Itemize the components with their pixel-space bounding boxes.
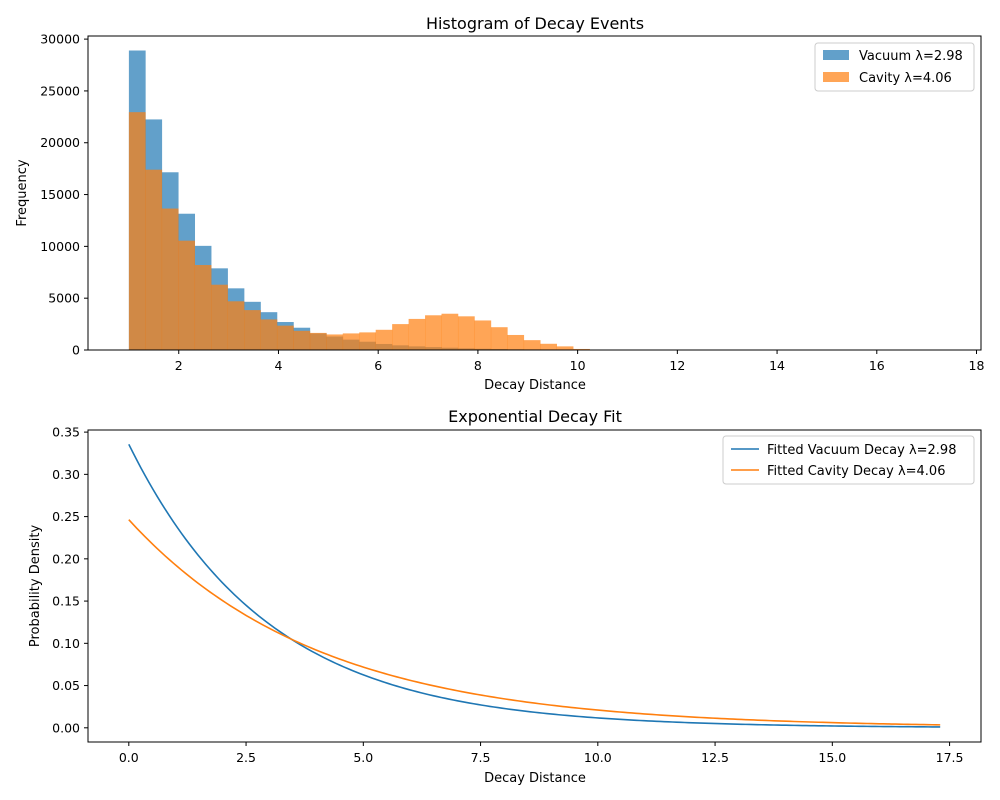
histogram-bar [211,284,228,350]
histogram-x-axis-label: Decay Distance [484,378,586,393]
x-tick-label: 2 [175,358,183,373]
y-tick-label: 0.10 [52,636,80,651]
histogram-axes-frame [87,35,982,351]
histogram-bar [523,340,541,350]
decay-fit-y-axis-label: Probability Density [28,525,43,648]
x-tick-label: 16 [869,358,885,373]
x-tick-label: 4 [274,358,282,373]
histogram-bar [457,316,475,350]
y-tick-label: 0.15 [52,594,80,609]
x-tick-label: 0.0 [119,750,139,765]
y-tick-label: 0.25 [52,509,80,524]
histogram-title: Histogram of Decay Events [426,14,644,33]
decay-fit-legend: Fitted Vacuum Decay λ=2.98 Fitted Cavity… [722,435,975,485]
y-tick-label: 15000 [40,187,80,202]
y-tick-label: 0.05 [52,678,80,693]
x-tick-label: 6 [374,358,382,373]
decay-fit-title: Exponential Decay Fit [448,407,622,426]
histogram-chart: Histogram of Decay Events 2 4 6 8 10 12 14 16 18… [15,14,985,393]
x-tick-label: 7.5 [471,750,491,765]
histogram-legend-box [814,42,975,92]
histogram-bars [128,50,788,351]
histogram-bar [359,332,376,350]
legend-label-fitted-vacuum: Fitted Vacuum Decay λ=2.98 [767,443,956,458]
x-tick-label: 8 [474,358,482,373]
decay-fit-y-ticks: 0.00 0.05 0.10 0.15 0.20 0.25 0.30 0.35 [52,425,88,735]
y-tick-label: 0.30 [52,467,80,482]
x-tick-label: 10.0 [584,750,612,765]
legend-swatch-vacuum [823,50,849,60]
vacuum-decay-line [128,443,941,728]
legend-label-fitted-cavity: Fitted Cavity Decay λ=4.06 [767,464,945,479]
x-tick-label: 2.5 [236,750,256,765]
histogram-bar [573,348,590,350]
histogram-bar [540,343,557,350]
x-tick-label: 14 [769,358,785,373]
legend-swatch-cavity [823,72,849,82]
y-tick-label: 0 [72,343,80,358]
y-tick-label: 10000 [40,239,80,254]
histogram-bar [441,313,459,350]
histogram-bar [161,208,179,350]
histogram-bar [194,265,212,350]
decay-fit-x-ticks: 0.0 2.5 5.0 7.5 10.0 12.5 15.0 17.5 [119,742,964,765]
histogram-bar [260,319,278,350]
x-tick-label: 12 [669,358,685,373]
y-tick-label: 30000 [40,32,80,47]
histogram-bar [392,324,409,350]
histogram-bar [425,315,442,350]
legend-label-cavity: Cavity λ=4.06 [859,71,952,86]
histogram-x-ticks: 2 4 6 8 10 12 14 16 18 [175,350,985,373]
x-tick-label: 18 [969,358,985,373]
legend-label-vacuum: Vacuum λ=2.98 [859,49,963,64]
y-tick-label: 25000 [40,83,80,98]
y-tick-label: 0.00 [52,720,80,735]
histogram-bar [227,301,245,350]
x-tick-label: 10 [570,358,586,373]
histogram-bar [375,329,393,350]
cavity-decay-line [128,519,941,726]
histogram-bar [244,310,261,350]
histogram-bar [474,320,492,350]
y-tick-label: 0.20 [52,551,80,566]
histogram-bar [178,240,196,350]
histogram-bar [342,333,360,350]
histogram-bar [490,327,508,350]
histogram-bar [276,325,294,350]
histogram-y-axis-label: Frequency [15,159,30,226]
histogram-bar [128,112,146,350]
histogram-bar [145,169,163,350]
histogram-bar [326,334,344,350]
decay-fit-legend-box [722,435,975,485]
histogram-bar [309,332,327,350]
histogram-legend: Vacuum λ=2.98 Cavity λ=4.06 [814,42,975,92]
x-tick-label: 15.0 [818,750,846,765]
x-tick-label: 5.0 [353,750,373,765]
y-tick-label: 20000 [40,135,80,150]
decay-fit-chart: Exponential Decay Fit 0.0 2.5 5.0 7.5 10.0 12… [28,407,982,786]
x-tick-label: 12.5 [701,750,729,765]
histogram-y-ticks: 0 5000 10000 15000 20000 25000 30000 [40,32,88,358]
histogram-bar [507,334,525,350]
decay-fit-lines [128,443,941,728]
x-tick-label: 17.5 [936,750,964,765]
histogram-bar [556,346,574,350]
y-tick-label: 0.35 [52,425,80,440]
decay-fit-axes-frame [87,429,982,743]
histogram-bar [408,318,426,350]
histogram-bar [293,330,311,350]
decay-fit-x-axis-label: Decay Distance [484,771,586,786]
y-tick-label: 5000 [48,291,80,306]
